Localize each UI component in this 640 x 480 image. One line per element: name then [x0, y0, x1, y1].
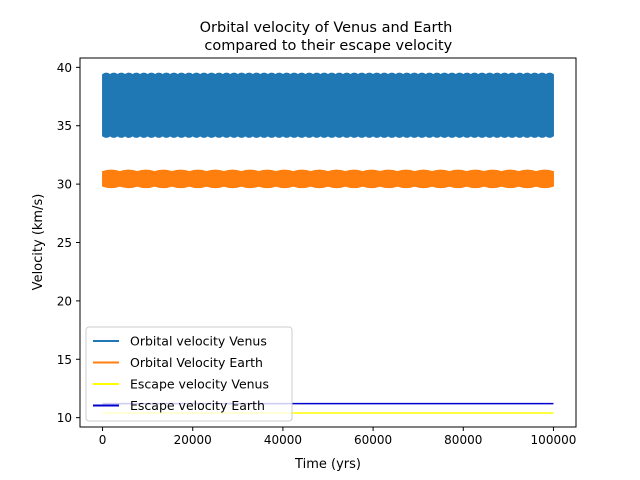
- y-tick-label: 25: [57, 236, 72, 250]
- x-axis: 0 20000 40000 60000 80000 100000: [99, 427, 577, 447]
- y-axis: 10 15 20 25 30 35 40: [57, 61, 80, 425]
- y-tick-label: 10: [57, 411, 72, 425]
- x-tick-label: 100000: [531, 433, 577, 447]
- legend-label-3: Escape velocity Earth: [130, 398, 265, 413]
- x-tick-label: 0: [99, 433, 107, 447]
- y-tick-label: 20: [57, 294, 72, 308]
- y-tick-label: 15: [57, 353, 72, 367]
- y-tick-label: 35: [57, 119, 72, 133]
- series-band-1: [102, 169, 554, 189]
- legend: Orbital velocity Venus Orbital Velocity E…: [85, 326, 293, 422]
- chart-title-line-2: compared to their escape velocity: [200, 38, 453, 54]
- x-tick-label: 60000: [354, 433, 392, 447]
- legend-label-2: Escape velocity Venus: [130, 377, 269, 392]
- legend-label-1: Orbital Velocity Earth: [130, 355, 263, 370]
- legend-label-0: Orbital velocity Venus: [130, 334, 267, 349]
- x-tick-label: 20000: [174, 433, 212, 447]
- plot-area: [102, 72, 554, 414]
- x-tick-label: 80000: [444, 433, 482, 447]
- y-axis-label: Velocity (km/s): [31, 194, 46, 291]
- y-tick-label: 30: [57, 178, 72, 192]
- x-tick-label: 40000: [264, 433, 302, 447]
- chart-title-line-1: Orbital velocity of Venus and Earth: [200, 20, 453, 36]
- x-axis-label: Time (yrs): [294, 457, 361, 472]
- legend-box: [85, 326, 293, 422]
- y-tick-label: 40: [57, 61, 72, 75]
- series-band-0: [102, 72, 554, 138]
